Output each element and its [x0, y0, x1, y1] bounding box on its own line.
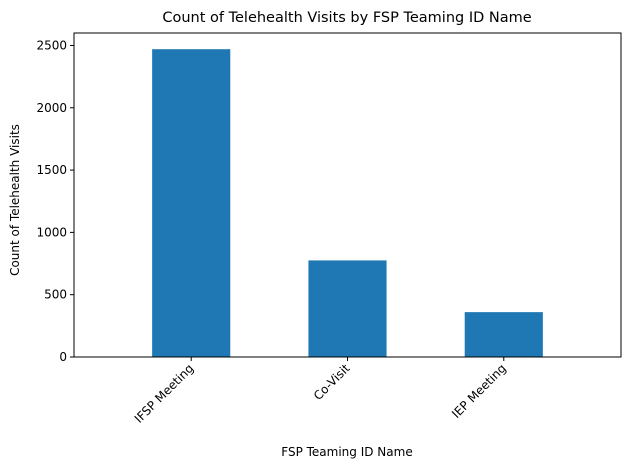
x-tick-label: Co-Visit: [311, 361, 353, 403]
y-tick-label: 1000: [36, 225, 67, 239]
chart-title: Count of Telehealth Visits by FSP Teamin…: [162, 10, 531, 26]
x-tick-label: IFSP Meeting: [132, 361, 197, 426]
y-tick-label: 500: [44, 288, 67, 302]
x-tick-label: IEP Meeting: [449, 361, 509, 421]
bar-ifsp-meeting: [152, 49, 231, 357]
y-tick-label: 2000: [36, 101, 67, 115]
y-tick-label: 1500: [36, 163, 67, 177]
bar-iep-meeting: [464, 312, 543, 357]
plot-area: 0 500 1000 1500 2000 2500 IFSP Meeting Co-Visit…: [36, 32, 622, 426]
bar-co-visit: [308, 260, 387, 357]
x-axis-label: FSP Teaming ID Name: [281, 445, 412, 459]
y-axis-label: Count of Telehealth Visits: [8, 124, 22, 276]
y-tick-label: 2500: [36, 38, 67, 52]
y-tick-label: 0: [59, 350, 67, 364]
